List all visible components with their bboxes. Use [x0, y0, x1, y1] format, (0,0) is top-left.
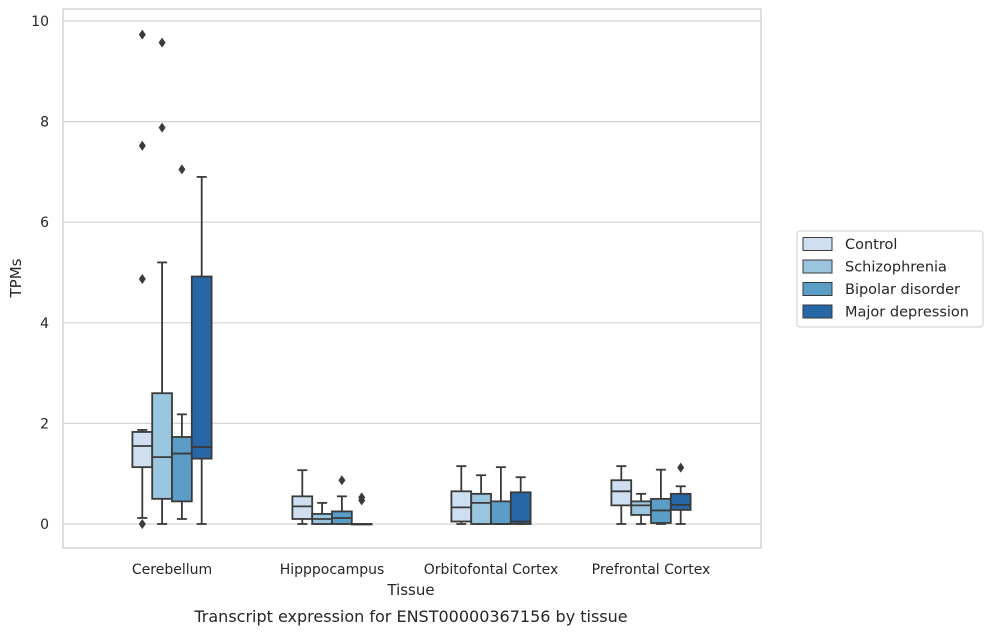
y-tick-label: 4: [40, 316, 49, 332]
box: [630, 492, 652, 525]
x-tick-label: Cerebellum: [132, 562, 212, 578]
legend-label: Major depression: [845, 305, 969, 321]
legend-label: Schizophrenia: [845, 260, 947, 276]
box-body: [669, 492, 692, 511]
y-tick-label: 6: [40, 215, 49, 231]
series-schizophrenia: [151, 37, 652, 525]
y-tick-label: 0: [40, 517, 49, 533]
series-bipolar-disorder: [171, 164, 672, 525]
box: [450, 465, 473, 525]
legend: Control Schizophrenia Bipolar disorder Majo…: [796, 230, 984, 328]
outlier-point: [138, 519, 146, 529]
box: [151, 37, 173, 525]
box: [470, 474, 492, 525]
box: [350, 492, 373, 526]
y-tick-label: 8: [40, 115, 49, 131]
legend-swatch: [802, 304, 833, 319]
plot-frame: [62, 8, 762, 549]
box-body: [509, 491, 532, 525]
x-axis-ticks: Cerebellum Hipppocampus Orbitofontal Corte…: [132, 562, 710, 578]
box: [131, 29, 154, 529]
x-tick-label: Prefrontal Cortex: [592, 562, 711, 578]
box: [190, 176, 213, 525]
outlier-point: [677, 462, 685, 473]
box: [291, 469, 314, 525]
outlier-point: [138, 29, 146, 40]
box: [610, 465, 633, 525]
outlier-point: [338, 475, 346, 486]
box-series: [131, 29, 692, 529]
x-tick-label: Orbitofontal Cortex: [424, 562, 559, 578]
box-body: [490, 500, 512, 525]
legend-frame: [796, 230, 984, 328]
legend-swatch: [802, 282, 833, 296]
box: [490, 466, 512, 525]
legend-label: Bipolar disorder: [845, 282, 960, 298]
box: [509, 476, 532, 525]
chart-title: Transcript expression for ENST0000036715…: [193, 607, 627, 626]
box: [171, 164, 193, 520]
box-body: [450, 490, 473, 523]
outlier-point: [178, 164, 186, 175]
box-body: [470, 492, 492, 525]
box-body: [610, 479, 633, 507]
box-body: [630, 500, 652, 516]
x-tick-label: Hipppocampus: [280, 562, 385, 578]
box: [650, 468, 672, 525]
y-tick-label: 2: [40, 416, 49, 432]
y-tick-label: 10: [31, 14, 49, 30]
box-body: [171, 436, 193, 503]
outlier-point: [358, 495, 366, 506]
legend-swatch: [802, 237, 833, 251]
x-axis-label: Tissue: [386, 581, 434, 599]
legend-label: Control: [845, 237, 897, 253]
box: [331, 475, 353, 525]
box-body: [151, 392, 173, 500]
box-body: [291, 495, 314, 520]
legend-swatch: [802, 259, 833, 274]
outlier-point: [158, 37, 166, 48]
series-major-depression: [190, 176, 692, 526]
box: [311, 501, 333, 525]
y-axis-label: TPMs: [7, 258, 25, 298]
box-body: [131, 431, 154, 469]
outlier-point: [138, 274, 146, 285]
box: [669, 462, 692, 525]
box-body: [190, 275, 213, 460]
y-axis-ticks: 0 2 4 6 8 10: [31, 14, 49, 533]
outlier-point: [138, 140, 146, 151]
outlier-point: [158, 122, 166, 133]
